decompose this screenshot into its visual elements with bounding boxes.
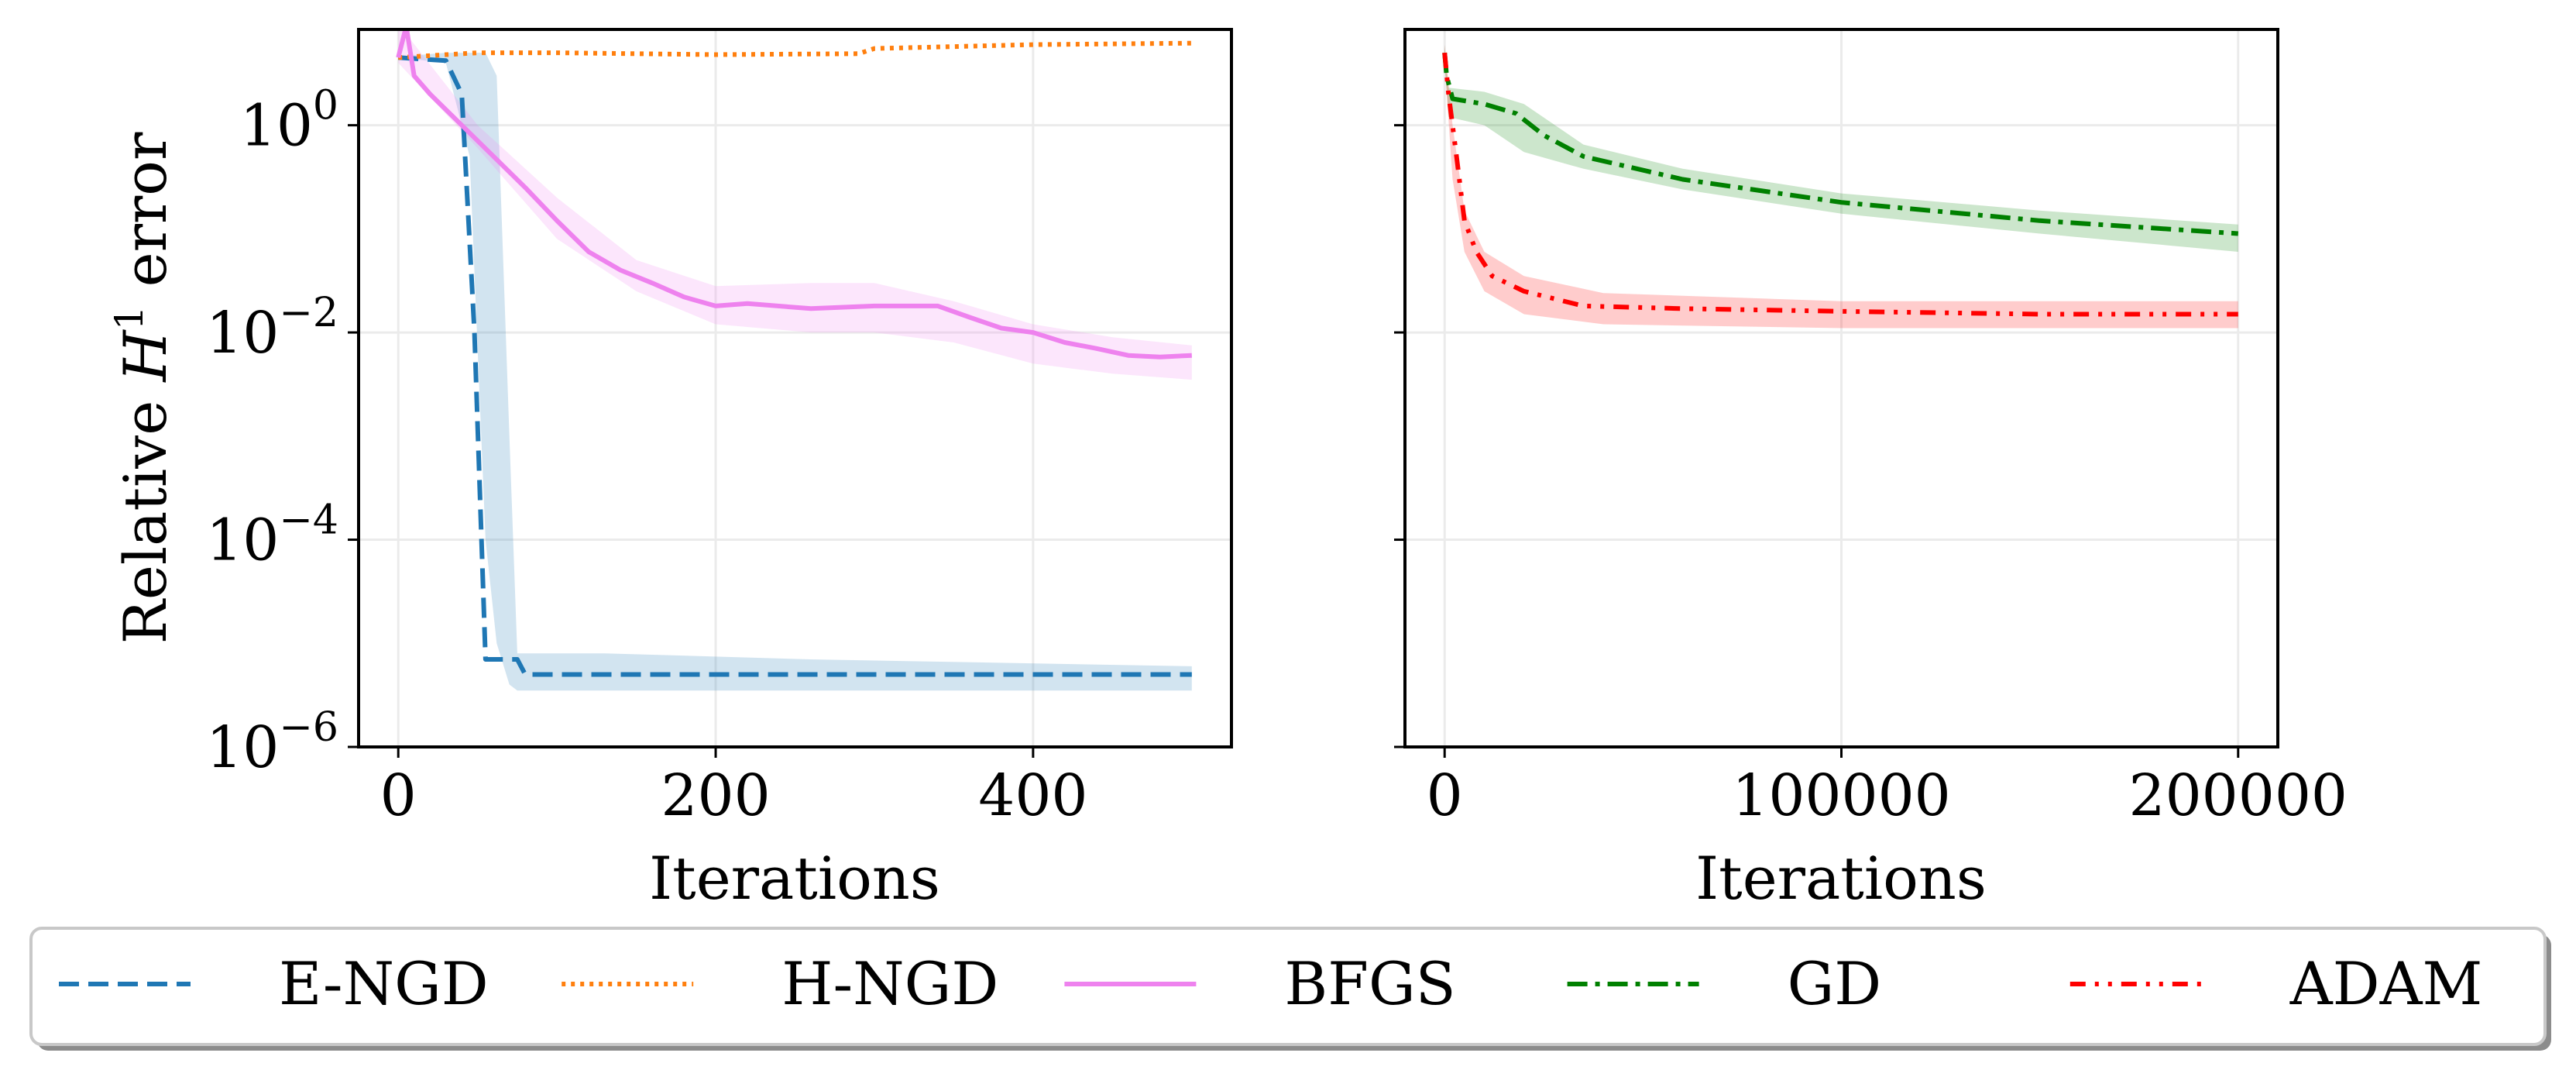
y-tick-label: 10−6 xyxy=(206,704,338,781)
right-lines xyxy=(1442,52,2238,317)
x-tick-label: 0 xyxy=(380,762,417,829)
band-gd xyxy=(1444,44,2238,252)
legend-box xyxy=(29,927,2547,1046)
left-panel: 0 200 400 100 10−2 10−4 10−6 Iterations Relat… xyxy=(107,28,1233,913)
left-y-axis-label: Relative H1 error xyxy=(107,132,180,644)
legend-label-h-ngd: H-NGD xyxy=(781,949,998,1018)
left-axes-frame xyxy=(357,28,1233,748)
x-tick-label: 100000 xyxy=(1732,762,1951,829)
legend-label-adam: ADAM xyxy=(2289,949,2483,1018)
band-bfgs xyxy=(398,29,1192,380)
x-tick-label: 200 xyxy=(661,762,770,829)
y-tick-label: 10−2 xyxy=(206,290,338,366)
legend-entries: E-NGD H-NGD BFGS GD ADAM xyxy=(59,949,2482,1018)
band-e-ngd xyxy=(398,53,1192,691)
left-y-ticks: 100 10−2 10−4 10−6 xyxy=(206,83,359,781)
x-tick-label: 0 xyxy=(1427,762,1463,829)
right-panel: 0 100000 200000 Iterations xyxy=(1394,28,2348,913)
right-x-axis-label: Iterations xyxy=(1695,844,1987,913)
right-bands xyxy=(1444,44,2238,329)
legend-label-gd: GD xyxy=(1788,949,1882,1018)
x-tick-label: 400 xyxy=(978,762,1087,829)
y-tick-label: 10−4 xyxy=(206,497,338,574)
band-adam xyxy=(1444,44,2238,329)
series-line-bfgs xyxy=(396,29,1192,360)
left-x-axis-label: Iterations xyxy=(649,844,940,913)
left-x-ticks: 0 200 400 xyxy=(380,747,1087,829)
left-bands xyxy=(398,29,1192,691)
y-tick-label: 100 xyxy=(240,83,338,160)
legend-label-bfgs: BFGS xyxy=(1284,949,1455,1018)
right-y-ticks xyxy=(1394,124,1405,748)
series-line-h-ngd xyxy=(398,40,1192,60)
legend: E-NGD H-NGD BFGS GD ADAM xyxy=(29,927,2551,1051)
x-tick-label: 200000 xyxy=(2129,762,2348,829)
legend-label-e-ngd: E-NGD xyxy=(279,949,489,1018)
series-line-adam xyxy=(1442,52,2238,317)
left-lines xyxy=(396,29,1192,677)
series-line-e-ngd xyxy=(398,55,1192,677)
right-x-ticks: 0 100000 200000 xyxy=(1427,747,2348,829)
